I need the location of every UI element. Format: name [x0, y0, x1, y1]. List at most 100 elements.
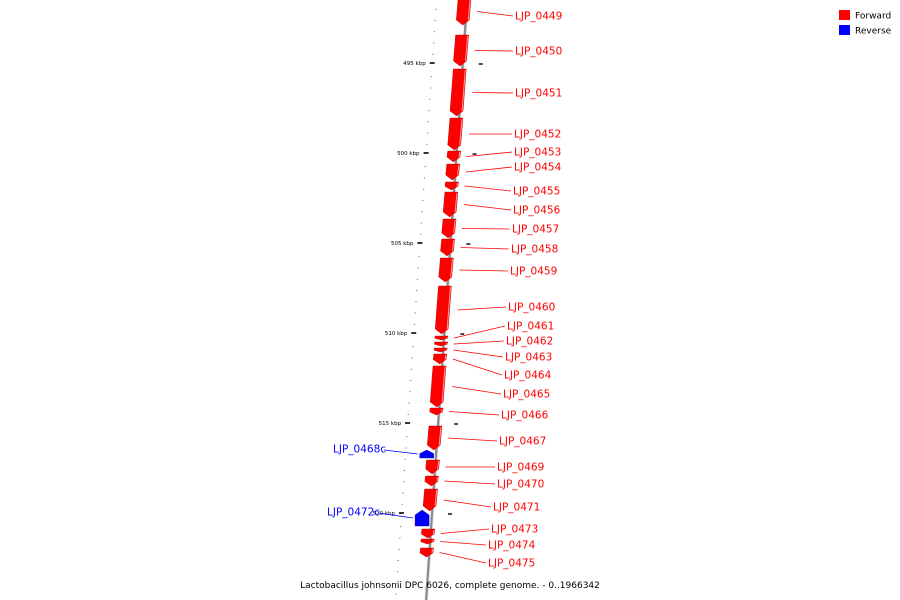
gene-ljp-0455-arrow[interactable]: [444, 181, 459, 191]
gene-highlight: [438, 426, 442, 446]
gene-ljp-0475-arrow[interactable]: [419, 547, 434, 558]
gene-highlight: [467, 0, 471, 21]
gene-label[interactable]: LJP_0467: [499, 436, 546, 448]
gene-leader-line: [440, 541, 487, 546]
gene-leader-line: [472, 92, 514, 94]
gene-ljp-0463-arrow[interactable]: [433, 347, 448, 353]
gene-ljp-0457-arrow[interactable]: [441, 218, 457, 239]
gene-ljp-0474-arrow[interactable]: [420, 538, 435, 545]
gene-ljp-0450-arrow[interactable]: [453, 34, 469, 67]
gene-ljp-0459-arrow[interactable]: [438, 257, 454, 283]
gene-label[interactable]: LJP_0450: [515, 46, 562, 58]
gene-label[interactable]: LJP_0472c: [327, 507, 380, 519]
gene-label[interactable]: LJP_0452: [514, 129, 561, 141]
gene-highlight: [458, 151, 461, 158]
gene-ljp-0456-arrow[interactable]: [442, 191, 459, 218]
gene-ljp-0469-arrow[interactable]: [425, 459, 440, 475]
gene-ljp-0452-arrow[interactable]: [447, 117, 464, 151]
gene-ljp-0472c-arrow[interactable]: [414, 509, 430, 527]
gene-label[interactable]: LJP_0463: [505, 352, 552, 364]
gene-highlight: [437, 460, 440, 470]
gene-leader-line: [477, 11, 514, 17]
gene-label[interactable]: LJP_0453: [514, 147, 561, 159]
gene-highlight: [450, 258, 453, 278]
gene-label[interactable]: LJP_0449: [515, 11, 562, 23]
gene-leader-line: [459, 269, 509, 272]
gene-label[interactable]: LJP_0473: [491, 524, 538, 536]
gene-highlight: [432, 529, 435, 535]
gene-label[interactable]: LJP_0475: [488, 558, 535, 570]
legend: Forward Reverse: [839, 10, 892, 37]
gene-label[interactable]: LJP_0471: [493, 502, 540, 514]
legend-label-forward: Forward: [855, 12, 891, 22]
gene-label[interactable]: LJP_0458: [511, 244, 558, 256]
gene-label[interactable]: LJP_0465: [503, 389, 550, 401]
gene-ljp-0473-arrow[interactable]: [421, 528, 436, 539]
tick-label: 500 kbp: [397, 151, 420, 157]
gene-ljp-0471-arrow[interactable]: [422, 488, 438, 512]
gene-ljp-0466-arrow[interactable]: [429, 407, 444, 416]
gene-label[interactable]: LJP_0462: [506, 336, 553, 348]
gene-label[interactable]: LJP_0469: [497, 462, 544, 474]
gene-label[interactable]: LJP_0456: [513, 205, 561, 217]
gene-leader-line: [377, 512, 414, 519]
gene-label[interactable]: LJP_0454: [514, 162, 562, 174]
gene-label[interactable]: LJP_0470: [497, 479, 544, 491]
genome-caption: Lactobacillus johnsonii DPC 6026, comple…: [300, 581, 600, 591]
gene-ljp-0461-arrow[interactable]: [434, 335, 449, 341]
gene-leader-line: [460, 247, 510, 250]
gene-highlight: [453, 219, 456, 234]
gene-leader-line: [453, 325, 506, 339]
gene-ljp-0454-arrow[interactable]: [445, 163, 461, 181]
gene-leader-line: [474, 50, 514, 52]
gene-highlight: [461, 69, 466, 112]
gene-ljp-0467-arrow[interactable]: [427, 425, 443, 451]
gene-ljp-0453-arrow[interactable]: [446, 150, 461, 163]
tick-label: 505 kbp: [391, 241, 414, 247]
gene-ljp-0470-arrow[interactable]: [424, 475, 439, 487]
gene-leader-line: [443, 499, 492, 508]
gene-leader-line: [444, 480, 496, 485]
gene-leader-line: [464, 185, 512, 192]
gene-leader-line: [463, 204, 512, 211]
gene-highlight: [456, 182, 459, 187]
tick-label: 515 kbp: [379, 421, 402, 427]
gene-highlight: [436, 476, 438, 482]
gene-features: [414, 0, 472, 558]
legend-label-reverse: Reverse: [855, 27, 892, 37]
gene-leader-line: [449, 411, 500, 416]
gene-label[interactable]: LJP_0460: [508, 302, 555, 314]
gene-label[interactable]: LJP_0464: [504, 370, 552, 382]
gene-highlight: [464, 35, 469, 62]
tick-label: 495 kbp: [403, 61, 426, 67]
gene-highlight: [452, 239, 455, 252]
gene-ljp-0468c-arrow[interactable]: [419, 449, 434, 459]
gene-label[interactable]: LJP_0457: [512, 224, 559, 236]
gene-label[interactable]: LJP_0459: [510, 266, 557, 278]
gene-leader-line: [447, 437, 498, 442]
gene-leader-line: [457, 306, 507, 311]
gene-highlight: [431, 548, 434, 554]
legend-swatch-forward: [839, 10, 850, 20]
gene-ljp-0465-arrow[interactable]: [429, 365, 447, 408]
gene-ljp-0464-arrow[interactable]: [432, 353, 448, 365]
gene-ljp-0449-arrow[interactable]: [456, 0, 472, 26]
gene-label[interactable]: LJP_0451: [515, 88, 562, 100]
gene-ljp-0462-arrow[interactable]: [434, 341, 448, 347]
gene-ljp-0458-arrow[interactable]: [440, 238, 455, 257]
gene-label[interactable]: LJP_0466: [501, 410, 549, 422]
gene-highlight: [454, 192, 458, 213]
gene-label[interactable]: LJP_0455: [513, 186, 560, 198]
gene-leader-line: [462, 228, 511, 230]
gene-leader-line: [465, 166, 513, 173]
gene-labels: LJP_0449 LJP_0450 LJP_0451 LJP_0452 LJP_0453…: [327, 11, 562, 570]
gene-leader-line: [466, 151, 513, 157]
gene-leader-line: [452, 358, 503, 376]
gene-leader-line: [383, 449, 418, 455]
tick-label: 510 kbp: [385, 331, 408, 337]
gene-label[interactable]: LJP_0461: [507, 321, 554, 333]
gene-label[interactable]: LJP_0474: [488, 540, 536, 552]
gene-highlight: [441, 366, 446, 403]
gene-label[interactable]: LJP_0468c: [333, 444, 386, 456]
